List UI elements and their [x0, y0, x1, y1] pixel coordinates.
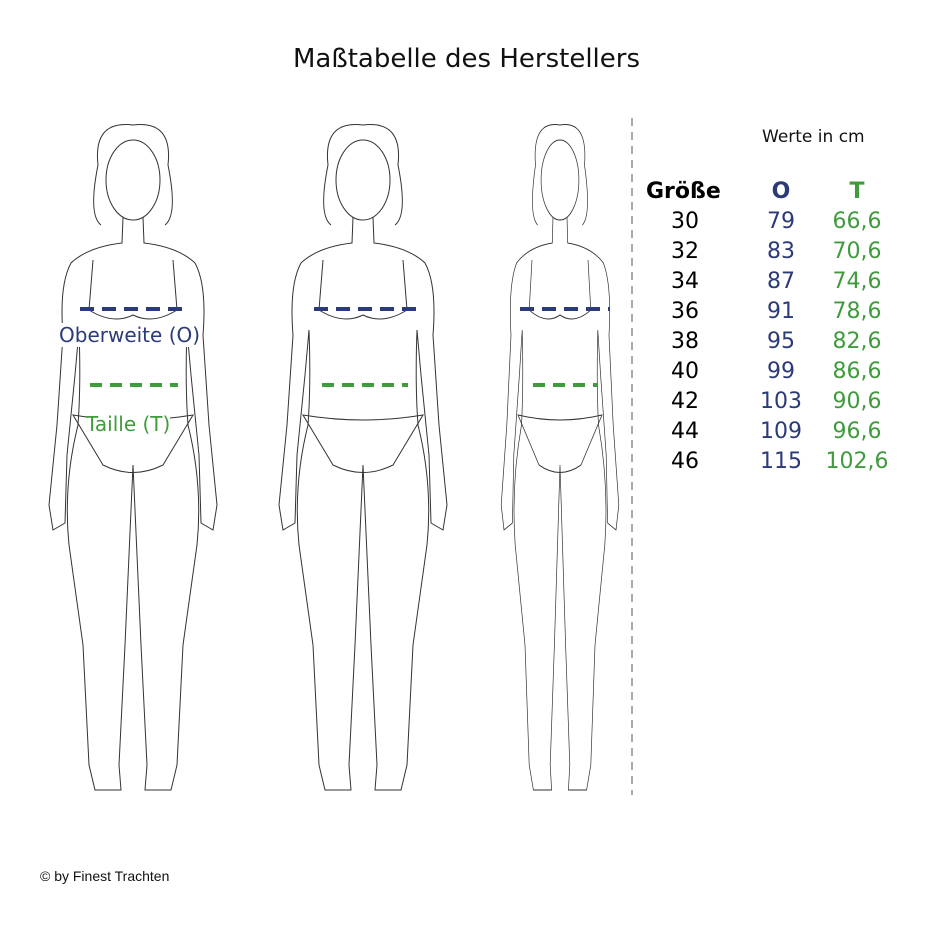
table-cell: 103 — [760, 389, 802, 414]
table-cell: 40 — [671, 359, 699, 384]
table-cell: 83 — [767, 239, 795, 264]
table-cell: 66,6 — [832, 209, 882, 234]
table-header: Größe — [646, 179, 721, 204]
table-cell: 87 — [767, 269, 795, 294]
table-header: T — [849, 179, 865, 204]
bust-label: Oberweite (O) — [59, 323, 201, 347]
copyright: © by Finest Trachten — [40, 868, 170, 884]
table-cell: 78,6 — [832, 299, 882, 324]
table-header: O — [771, 179, 791, 204]
table-cell: 44 — [671, 419, 699, 444]
table-cell: 90,6 — [832, 389, 882, 414]
table-cell: 38 — [671, 329, 699, 354]
side-figure — [500, 124, 620, 791]
table-cell: 91 — [767, 299, 795, 324]
table-cell: 82,6 — [832, 329, 882, 354]
page-title: Maßtabelle des Herstellers — [292, 44, 641, 74]
table-cell: 79 — [767, 209, 795, 234]
table-cell: 42 — [671, 389, 699, 414]
table-cell: 86,6 — [832, 359, 882, 384]
unit-note: Werte in cm — [762, 127, 865, 147]
back-figure — [278, 124, 448, 791]
table-cell: 36 — [671, 299, 699, 324]
table-cell: 30 — [671, 209, 699, 234]
front-figure — [48, 124, 218, 791]
table-cell: 74,6 — [832, 269, 882, 294]
table-cell: 109 — [760, 419, 802, 444]
table-cell: 96,6 — [832, 419, 882, 444]
table-cell: 32 — [671, 239, 699, 264]
table-cell: 102,6 — [825, 449, 889, 474]
table-cell: 46 — [671, 449, 699, 474]
table-cell: 70,6 — [832, 239, 882, 264]
table-cell: 34 — [671, 269, 699, 294]
waist-label: Taille (T) — [86, 412, 171, 436]
table-cell: 99 — [767, 359, 795, 384]
table-cell: 95 — [767, 329, 795, 354]
table-cell: 115 — [760, 449, 802, 474]
